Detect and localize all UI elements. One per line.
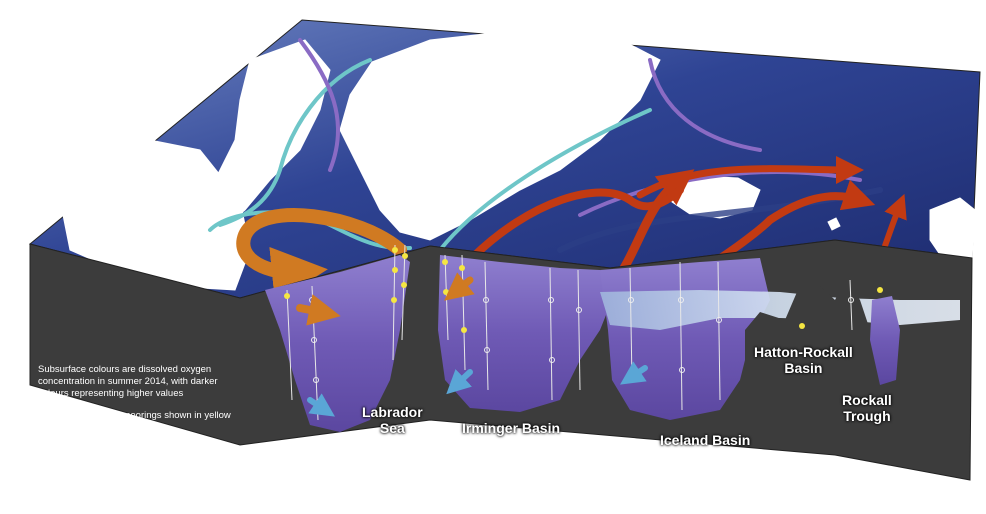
- mooring-line: [717, 261, 721, 401]
- rockall-trough-fill: [870, 296, 900, 385]
- baffin-island-landmass: [199, 39, 331, 231]
- instrument-marker: [313, 377, 319, 383]
- sensor-note: Oxygen sensors on moorings shown in yell…: [38, 410, 231, 421]
- oxygen-fill-irminger: [438, 255, 612, 412]
- label-hatton-rockall-basin: Hatton-Rockall Basin: [754, 344, 853, 377]
- oxygen-sensor: [877, 287, 883, 293]
- faroe-islands-landmass: [827, 217, 841, 231]
- label-labrador-sea: Labrador Sea: [362, 404, 423, 437]
- greenland-landmass: [339, 29, 661, 241]
- oxygen-sensor: [402, 253, 408, 259]
- overflow-arrow: [446, 369, 473, 395]
- mooring-line: [849, 279, 853, 331]
- mooring-line: [679, 261, 683, 411]
- instrument-marker: [716, 317, 722, 323]
- mooring-line: [401, 244, 406, 341]
- instrument-marker: [483, 297, 489, 303]
- mooring-line: [549, 267, 553, 401]
- warm-current-arrow: [236, 208, 407, 303]
- oxygen-sensor: [401, 282, 407, 288]
- instrument-marker: [679, 367, 685, 373]
- oxygen-sensor: [799, 323, 805, 329]
- instrument-marker: [484, 347, 490, 353]
- cold-current-path: [438, 108, 652, 252]
- oxygen-sensor: [461, 327, 467, 333]
- oxygen-sensor: [443, 289, 449, 295]
- overflow-arrow: [296, 294, 341, 326]
- oxygen-sensor: [284, 293, 290, 299]
- instrument-marker: [548, 297, 554, 303]
- label-irminger-basin: Irminger Basin: [462, 420, 561, 436]
- warm-current-arrow: [636, 155, 864, 199]
- oxygen-sensor: [459, 265, 465, 271]
- oxygen-fill-labrador: [265, 255, 410, 432]
- oxygen-sensor: [391, 297, 397, 303]
- overflow-arrow: [444, 272, 475, 301]
- oxygen-sensors: [284, 247, 883, 333]
- label-iceland-basin: Iceland Basin: [660, 432, 751, 448]
- label-rockall-trough: Rockall Trough: [842, 392, 892, 425]
- warm-current-arrow: [466, 186, 684, 264]
- instrument-marker: [628, 297, 634, 303]
- overflow-arrows: [296, 272, 648, 417]
- instrument-marker: [311, 337, 317, 343]
- deep-current-path: [648, 58, 762, 152]
- instrument-marker: [549, 357, 555, 363]
- overflow-arrow: [620, 361, 648, 385]
- mooring-line: [484, 261, 489, 391]
- instrument-marker: [848, 297, 854, 303]
- oxygen-sensor: [442, 259, 448, 265]
- oxygen-colour-note: Subsurface colours are dissolved oxygen …: [38, 364, 218, 399]
- deep-current-path: [298, 38, 340, 172]
- oxygen-sensor: [392, 247, 398, 253]
- hatton-rockall-seabed: [745, 280, 875, 400]
- mooring-line: [629, 267, 633, 381]
- low-oxygen-band: [600, 290, 960, 330]
- labrador-landmass: [59, 139, 251, 291]
- instrument-marker: [576, 307, 582, 313]
- mooring-line: [577, 269, 581, 391]
- instrument-marker: [678, 297, 684, 303]
- overflow-arrow: [307, 393, 335, 417]
- oxygen-sensor: [392, 267, 398, 273]
- deep-current-path: [578, 170, 862, 217]
- mooring-line: [286, 289, 293, 401]
